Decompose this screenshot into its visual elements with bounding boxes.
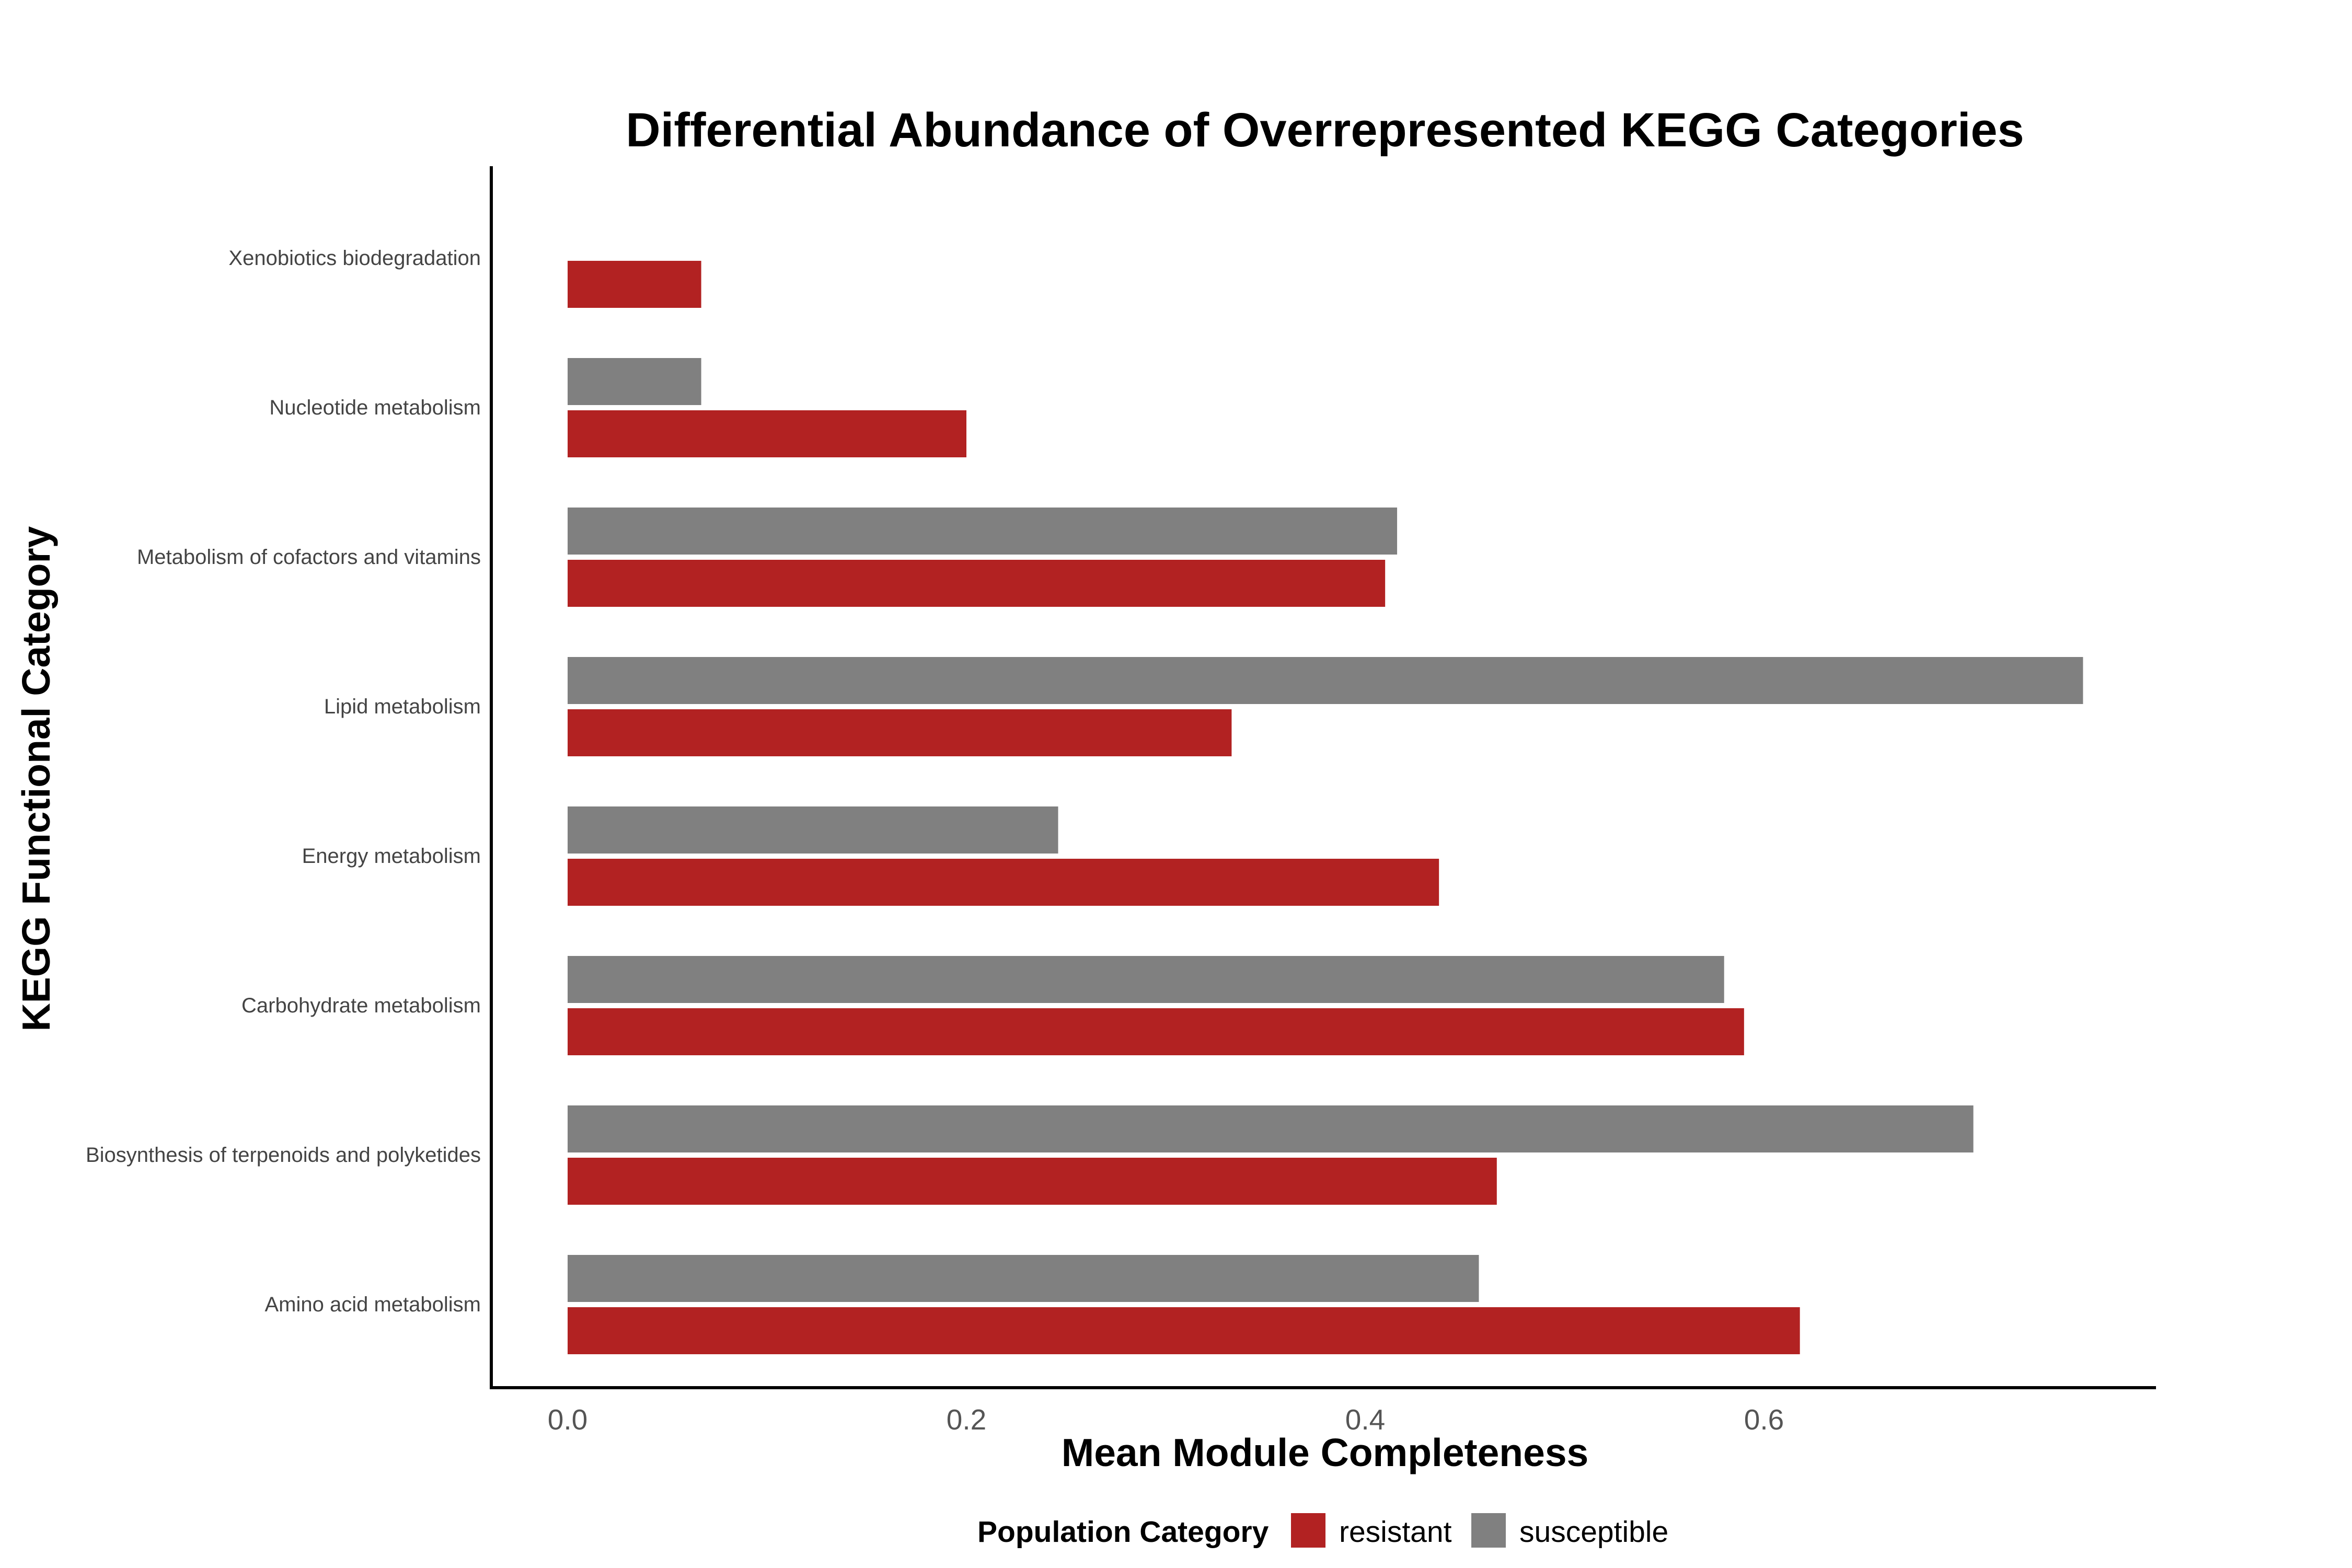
x-tick-0-2: 0.2 [947,1403,986,1436]
bar-resistant-nucleotide-metabolism [568,410,966,457]
bar-resistant-lipid-metabolism [568,709,1232,756]
legend-label-susceptible: susceptible [1519,1515,1668,1549]
x-tick-0-6: 0.6 [1744,1403,1784,1436]
bar-resistant-energy-metabolism [568,859,1439,906]
bar-resistant-amino-acid-metabolism [568,1307,1800,1354]
legend-title: Population Category [977,1515,1269,1549]
bar-resistant-carbohydrate-metabolism [568,1008,1744,1055]
legend: Population Category resistant susceptible [977,1513,1668,1549]
bar-susceptible-energy-metabolism [568,806,1058,854]
y-axis-title: KEGG Functional Category [14,526,58,1031]
y-tick-energy-metabolism: Energy metabolism [302,845,481,868]
bar-resistant-biosynthesis-of-terpenoids-and-polyketides [568,1158,1497,1205]
y-tick-amino-acid-metabolism: Amino acid metabolism [265,1293,481,1316]
bar-susceptible-lipid-metabolism [568,657,2083,704]
bar-susceptible-nucleotide-metabolism [568,358,701,405]
bars-group [568,261,2083,1354]
x-axis-title: Mean Module Completeness [1062,1431,1589,1474]
y-tick-lipid-metabolism: Lipid metabolism [324,695,481,718]
y-tick-nucleotide-metabolism: Nucleotide metabolism [269,396,481,419]
legend-swatch-resistant [1291,1513,1325,1548]
bar-susceptible-carbohydrate-metabolism [568,956,1724,1003]
bar-resistant-metabolism-of-cofactors-and-vitamins [568,560,1386,607]
chart-title: Differential Abundance of Overrepresente… [626,103,2024,157]
y-tick-labels: Xenobiotics biodegradation Nucleotide met… [86,247,481,1316]
x-tick-0-0: 0.0 [548,1403,587,1436]
y-tick-xenobiotics-biodegradation: Xenobiotics biodegradation [228,247,481,270]
bar-resistant-xenobiotics-biodegradation [568,261,701,308]
y-tick-metabolism-of-cofactors-and-vitamins: Metabolism of cofactors and vitamins [137,546,481,569]
bar-susceptible-metabolism-of-cofactors-and-vitamins [568,508,1398,555]
legend-swatch-susceptible [1471,1513,1506,1548]
bar-susceptible-biosynthesis-of-terpenoids-and-polyketides [568,1105,1974,1152]
legend-label-resistant: resistant [1339,1515,1452,1549]
x-tick-labels: 0.0 0.2 0.4 0.6 [548,1403,1784,1436]
bar-susceptible-amino-acid-metabolism [568,1255,1479,1302]
y-tick-biosynthesis-of-terpenoids-and-polyketides: Biosynthesis of terpenoids and polyketid… [86,1144,481,1167]
x-tick-0-4: 0.4 [1345,1403,1385,1436]
y-tick-carbohydrate-metabolism: Carbohydrate metabolism [241,994,481,1017]
